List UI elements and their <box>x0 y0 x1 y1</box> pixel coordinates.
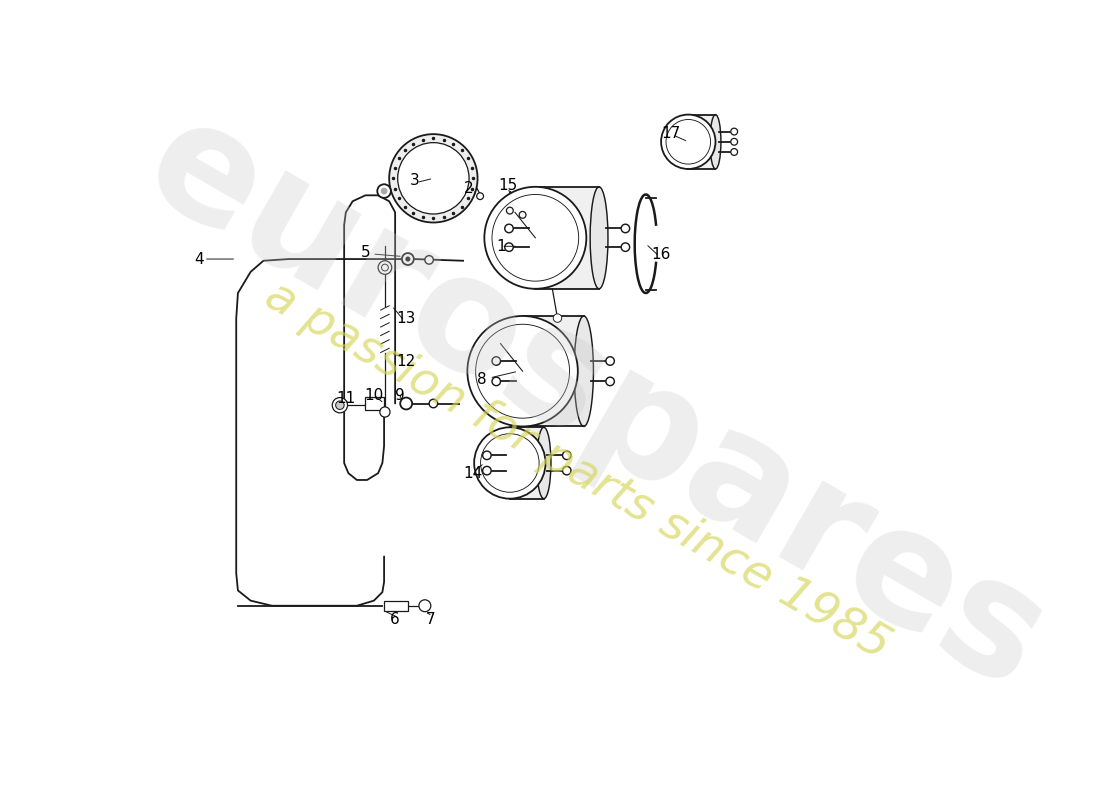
Polygon shape <box>522 316 584 426</box>
Circle shape <box>425 256 433 264</box>
Circle shape <box>621 243 629 251</box>
Polygon shape <box>509 427 543 498</box>
Text: 11: 11 <box>337 391 355 406</box>
Text: 16: 16 <box>651 247 671 262</box>
Circle shape <box>661 114 715 169</box>
Circle shape <box>483 451 491 459</box>
Circle shape <box>562 466 571 475</box>
Circle shape <box>378 261 392 274</box>
Text: 6: 6 <box>390 612 400 627</box>
Text: 8: 8 <box>477 372 486 387</box>
Circle shape <box>336 401 344 410</box>
Circle shape <box>468 316 578 426</box>
Circle shape <box>474 427 546 498</box>
Circle shape <box>621 224 629 233</box>
Bar <box>384 601 408 611</box>
Circle shape <box>379 407 390 417</box>
Text: 17: 17 <box>662 126 681 141</box>
Circle shape <box>377 184 390 198</box>
Circle shape <box>553 314 562 322</box>
Text: 7: 7 <box>426 612 436 627</box>
Polygon shape <box>689 114 715 169</box>
Circle shape <box>730 128 738 135</box>
Circle shape <box>562 451 571 459</box>
Circle shape <box>484 187 586 289</box>
Circle shape <box>492 377 500 386</box>
Circle shape <box>730 138 738 145</box>
Text: 13: 13 <box>396 311 416 326</box>
Text: 12: 12 <box>396 354 416 369</box>
Ellipse shape <box>710 114 720 169</box>
Circle shape <box>505 243 514 251</box>
Circle shape <box>389 134 477 222</box>
Circle shape <box>606 357 615 366</box>
Circle shape <box>405 257 410 262</box>
Circle shape <box>419 600 431 612</box>
Text: a passion for parts since 1985: a passion for parts since 1985 <box>257 274 899 670</box>
Bar <box>365 397 384 410</box>
Circle shape <box>400 398 412 410</box>
Text: 3: 3 <box>410 173 419 187</box>
Text: 9: 9 <box>395 387 405 402</box>
Text: 1: 1 <box>496 239 506 254</box>
Text: 4: 4 <box>194 251 204 266</box>
Circle shape <box>606 377 615 386</box>
Circle shape <box>476 193 484 199</box>
Circle shape <box>519 211 526 218</box>
Polygon shape <box>536 187 600 289</box>
Text: 14: 14 <box>464 466 483 481</box>
Circle shape <box>381 188 387 194</box>
Text: 2: 2 <box>464 181 474 196</box>
Circle shape <box>506 207 514 214</box>
Ellipse shape <box>537 427 551 498</box>
Circle shape <box>730 149 738 155</box>
Circle shape <box>402 253 414 265</box>
Circle shape <box>429 399 438 408</box>
Circle shape <box>505 224 514 233</box>
Circle shape <box>483 466 491 475</box>
Ellipse shape <box>590 187 608 289</box>
Text: 10: 10 <box>364 387 384 402</box>
Text: 5: 5 <box>361 245 371 260</box>
Text: eurospares: eurospares <box>119 84 1071 723</box>
Circle shape <box>332 398 348 413</box>
Circle shape <box>492 357 500 366</box>
Circle shape <box>398 142 469 214</box>
Ellipse shape <box>574 316 593 426</box>
Text: 15: 15 <box>498 178 518 193</box>
